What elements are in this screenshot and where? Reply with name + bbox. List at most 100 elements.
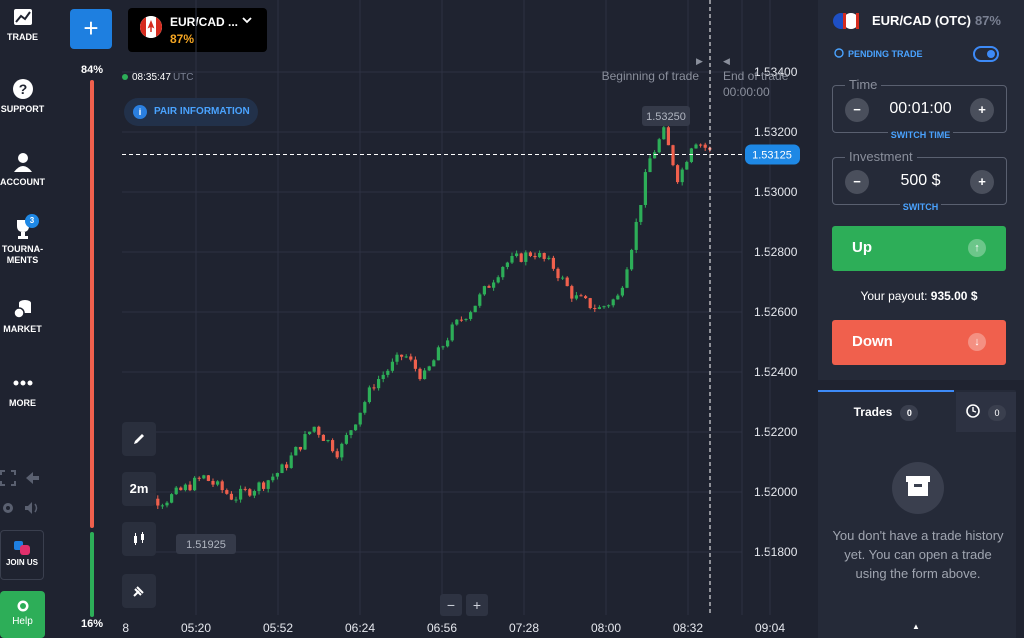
zoom-in-button[interactable]: +: [466, 594, 488, 616]
sound-icon[interactable]: [24, 500, 40, 516]
sidebar-item-trade[interactable]: TRADE: [0, 6, 45, 43]
price-tick-label: 1.51800: [754, 545, 798, 559]
candle-up: [611, 299, 615, 306]
pair-information-button[interactable]: i PAIR INFORMATION: [124, 98, 258, 126]
candle-down: [206, 475, 210, 481]
join-us-button[interactable]: JOIN US: [0, 530, 44, 580]
investment-decrease-button[interactable]: −: [845, 170, 869, 194]
asset-selector[interactable]: EUR/CAD ... 87%: [128, 8, 267, 52]
time-decrease-button[interactable]: −: [845, 98, 869, 122]
sidebar-item-tournaments[interactable]: 3 TOURNA- MENTS: [0, 214, 45, 266]
candle-up: [432, 360, 436, 367]
help-label: Help: [12, 616, 33, 627]
candle-down: [262, 482, 266, 489]
candle-up: [202, 475, 206, 479]
candle-down: [188, 484, 192, 491]
back-arrow-icon[interactable]: [24, 470, 40, 486]
asset-name: EUR/CAD ...: [170, 15, 239, 29]
chart-icon: [13, 9, 32, 25]
zoom-out-button[interactable]: −: [440, 594, 462, 616]
candle-up: [436, 347, 440, 361]
candle-up: [363, 402, 367, 413]
candle-down: [248, 489, 252, 496]
payout-info: Your payout: 935.00 $: [832, 289, 1006, 303]
sidebar: TRADE ? SUPPORT ACCOUNT 3 TOURNA- MENTS …: [0, 0, 45, 638]
pending-trade-text: PENDING TRADE: [848, 49, 923, 59]
sidebar-item-support[interactable]: ? SUPPORT: [0, 78, 45, 115]
arrow-down-icon: ↓: [968, 333, 986, 351]
candle-up: [510, 255, 514, 263]
candle-up: [505, 262, 509, 267]
candle-down: [285, 464, 289, 468]
sidebar-item-more[interactable]: MORE: [0, 372, 45, 409]
candle-down: [703, 144, 707, 148]
time-tick-label: 07:28: [509, 621, 539, 635]
chart-canvas[interactable]: 1.53400 1.53200 1.53000 1.52800 1.52600 1.524…: [122, 0, 812, 638]
candle-up: [450, 324, 454, 341]
switch-link[interactable]: SWITCH: [833, 202, 1008, 212]
trader-sentiment: 84% 16%: [80, 60, 104, 638]
candle-down: [413, 359, 417, 369]
candle-up: [662, 127, 666, 140]
candle-down: [528, 252, 532, 256]
candle-down: [243, 488, 247, 490]
notification-badge: 3: [25, 214, 39, 228]
candle-down: [551, 257, 555, 269]
price-chart[interactable]: 1.53400 1.53200 1.53000 1.52800 1.52600 1.524…: [122, 0, 812, 638]
chart-type-button[interactable]: [122, 522, 156, 556]
end-of-trade-label: End of trade: [723, 69, 789, 83]
switch-time-link[interactable]: SWITCH TIME: [833, 130, 1008, 140]
up-button[interactable]: Up ↑: [832, 226, 1006, 271]
arrow-up-icon: ↑: [968, 239, 986, 257]
payout-value: 935.00 $: [930, 289, 978, 303]
price-tick-label: 1.52000: [754, 485, 798, 499]
end-of-trade-time: 00:00:00: [723, 85, 770, 99]
candle-up: [395, 354, 399, 362]
empty-box-icon: [892, 462, 944, 514]
trade-panel: EUR/CAD (OTC) 87% PENDING TRADE Time − 00…: [818, 0, 1024, 380]
candle-down: [400, 354, 404, 357]
help-button[interactable]: Help: [0, 591, 45, 638]
gear-icon[interactable]: [0, 500, 16, 516]
candle-down: [459, 319, 463, 321]
candle-up: [469, 312, 473, 319]
candle-down: [666, 127, 670, 146]
tab-history[interactable]: 0: [956, 392, 1016, 432]
candle-down: [519, 253, 523, 262]
candle-up: [482, 286, 486, 295]
timeframe-button[interactable]: 2m: [122, 472, 156, 506]
pending-trade-toggle[interactable]: [973, 46, 999, 62]
candle-down: [321, 434, 325, 441]
toggle-knob: [987, 50, 995, 58]
candle-up: [653, 152, 657, 159]
candle-up: [377, 379, 381, 389]
time-increase-button[interactable]: +: [970, 98, 994, 122]
sidebar-item-account[interactable]: ACCOUNT: [0, 151, 45, 188]
current-price-badge: [745, 144, 800, 165]
indicators-button[interactable]: [122, 574, 156, 608]
candle-down: [556, 268, 560, 279]
candle-up: [257, 482, 261, 492]
down-button[interactable]: Down ↓: [832, 320, 1006, 365]
sidebar-item-market[interactable]: MARKET: [0, 298, 45, 335]
candle-up: [349, 430, 353, 436]
time-value[interactable]: 00:01:00: [889, 100, 952, 117]
candle-up: [501, 266, 505, 278]
candle-up: [492, 282, 496, 288]
candle-up: [496, 277, 500, 283]
clock-time: 08:35:47: [132, 72, 171, 83]
candle-down: [409, 356, 413, 360]
investment-increase-button[interactable]: +: [970, 170, 994, 194]
fullscreen-icon[interactable]: [0, 470, 16, 486]
caret-up-icon[interactable]: ▲: [912, 622, 920, 631]
candle-up: [170, 494, 174, 503]
add-chart-button[interactable]: +: [70, 9, 112, 49]
candle-down: [570, 286, 574, 299]
investment-value[interactable]: 500 $: [900, 172, 941, 189]
candle-up: [689, 148, 693, 162]
draw-tool-button[interactable]: [122, 422, 156, 456]
candle-up: [620, 287, 624, 296]
candle-up: [625, 269, 629, 288]
tab-trades[interactable]: Trades 0: [818, 390, 954, 432]
